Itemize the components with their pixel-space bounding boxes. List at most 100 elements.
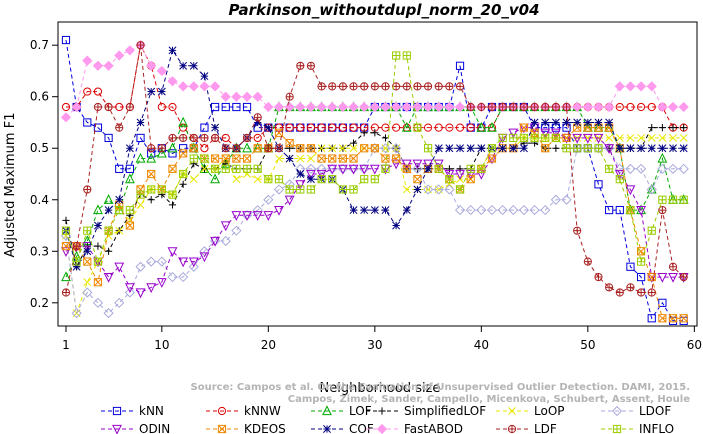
data-point	[530, 102, 539, 112]
data-point	[456, 144, 464, 153]
data-point	[572, 133, 583, 144]
data-point	[114, 50, 125, 61]
data-point	[635, 163, 647, 174]
data-point	[509, 102, 518, 112]
data-point	[509, 144, 518, 153]
data-point	[136, 133, 145, 143]
data-point	[636, 257, 646, 266]
data-point	[413, 82, 422, 91]
data-point	[359, 164, 370, 175]
data-point	[349, 82, 358, 91]
data-point	[391, 159, 402, 170]
data-point	[445, 175, 454, 184]
data-point	[83, 226, 92, 235]
data-point	[61, 35, 71, 45]
data-point	[583, 257, 592, 266]
legend-marker	[507, 424, 517, 434]
data-point	[573, 118, 582, 127]
data-point	[658, 124, 666, 132]
data-point	[61, 247, 71, 258]
data-point	[286, 144, 294, 152]
data-point	[242, 142, 252, 153]
plot-frame	[57, 21, 698, 327]
legend-marker	[112, 424, 122, 434]
data-point	[306, 185, 316, 194]
data-point	[178, 271, 189, 283]
data-point	[445, 144, 454, 153]
data-point	[114, 297, 125, 308]
data-point	[253, 175, 262, 184]
series-line	[65, 137, 684, 314]
data-point	[625, 163, 636, 174]
data-point	[103, 194, 114, 204]
legend-item-ldf: LDF	[496, 422, 557, 434]
data-point	[552, 144, 560, 152]
legend: kNN kNNW LOF SimplifiedLOF LoOP LDOF ODIN KDEOS…	[101, 404, 674, 434]
data-point	[657, 152, 668, 163]
data-point	[455, 123, 465, 132]
data-point	[582, 101, 593, 113]
data-point	[669, 124, 677, 132]
data-point	[93, 278, 103, 287]
data-point	[615, 133, 624, 142]
data-point	[135, 288, 146, 299]
data-point	[540, 128, 551, 139]
data-point	[93, 257, 103, 266]
data-point	[114, 262, 125, 273]
data-point	[124, 283, 135, 294]
data-point	[179, 61, 188, 70]
data-point	[433, 159, 444, 170]
data-point	[487, 144, 497, 153]
chart-title: Parkinson_withoutdupl_norm_20_v04	[228, 1, 539, 19]
data-point	[487, 154, 497, 163]
data-point	[328, 82, 337, 91]
data-point	[508, 128, 519, 139]
data-point	[189, 175, 198, 184]
data-point	[328, 154, 337, 163]
data-point	[220, 235, 231, 247]
data-point	[626, 102, 635, 112]
data-point	[541, 133, 550, 143]
data-point	[455, 61, 465, 70]
data-point	[583, 144, 592, 153]
y-axis-label: Adjusted Maximum F1	[3, 113, 18, 258]
data-point	[305, 163, 317, 174]
data-point	[115, 102, 124, 112]
data-point	[466, 102, 475, 112]
y-tick-label: 0.4	[30, 193, 49, 207]
data-point	[625, 81, 636, 92]
data-point	[146, 60, 157, 71]
data-point	[189, 133, 198, 143]
data-point	[498, 133, 507, 143]
data-point	[455, 169, 465, 180]
data-point	[242, 154, 252, 163]
data-point	[200, 133, 209, 143]
data-point	[370, 206, 379, 215]
series-line	[66, 126, 684, 319]
data-point	[615, 144, 624, 153]
data-point	[349, 185, 358, 194]
data-point	[636, 205, 646, 216]
legend-item-fastabod: FastABOD	[366, 422, 463, 434]
data-point	[647, 226, 656, 235]
data-point	[434, 82, 443, 91]
data-point	[615, 205, 624, 215]
data-point	[115, 195, 124, 204]
data-point	[221, 102, 230, 112]
series-line	[65, 127, 684, 269]
data-point	[465, 204, 476, 216]
data-point	[135, 261, 146, 272]
data-point	[124, 287, 135, 298]
legend-marker	[322, 405, 332, 416]
data-point	[604, 144, 615, 154]
data-point	[444, 101, 455, 113]
data-point	[337, 164, 348, 175]
data-point	[466, 175, 475, 184]
data-point	[646, 184, 657, 195]
data-point	[147, 196, 155, 204]
data-point	[626, 205, 635, 215]
data-point	[413, 175, 422, 184]
data-point	[328, 123, 337, 132]
data-point	[338, 154, 347, 163]
data-point	[83, 185, 92, 194]
